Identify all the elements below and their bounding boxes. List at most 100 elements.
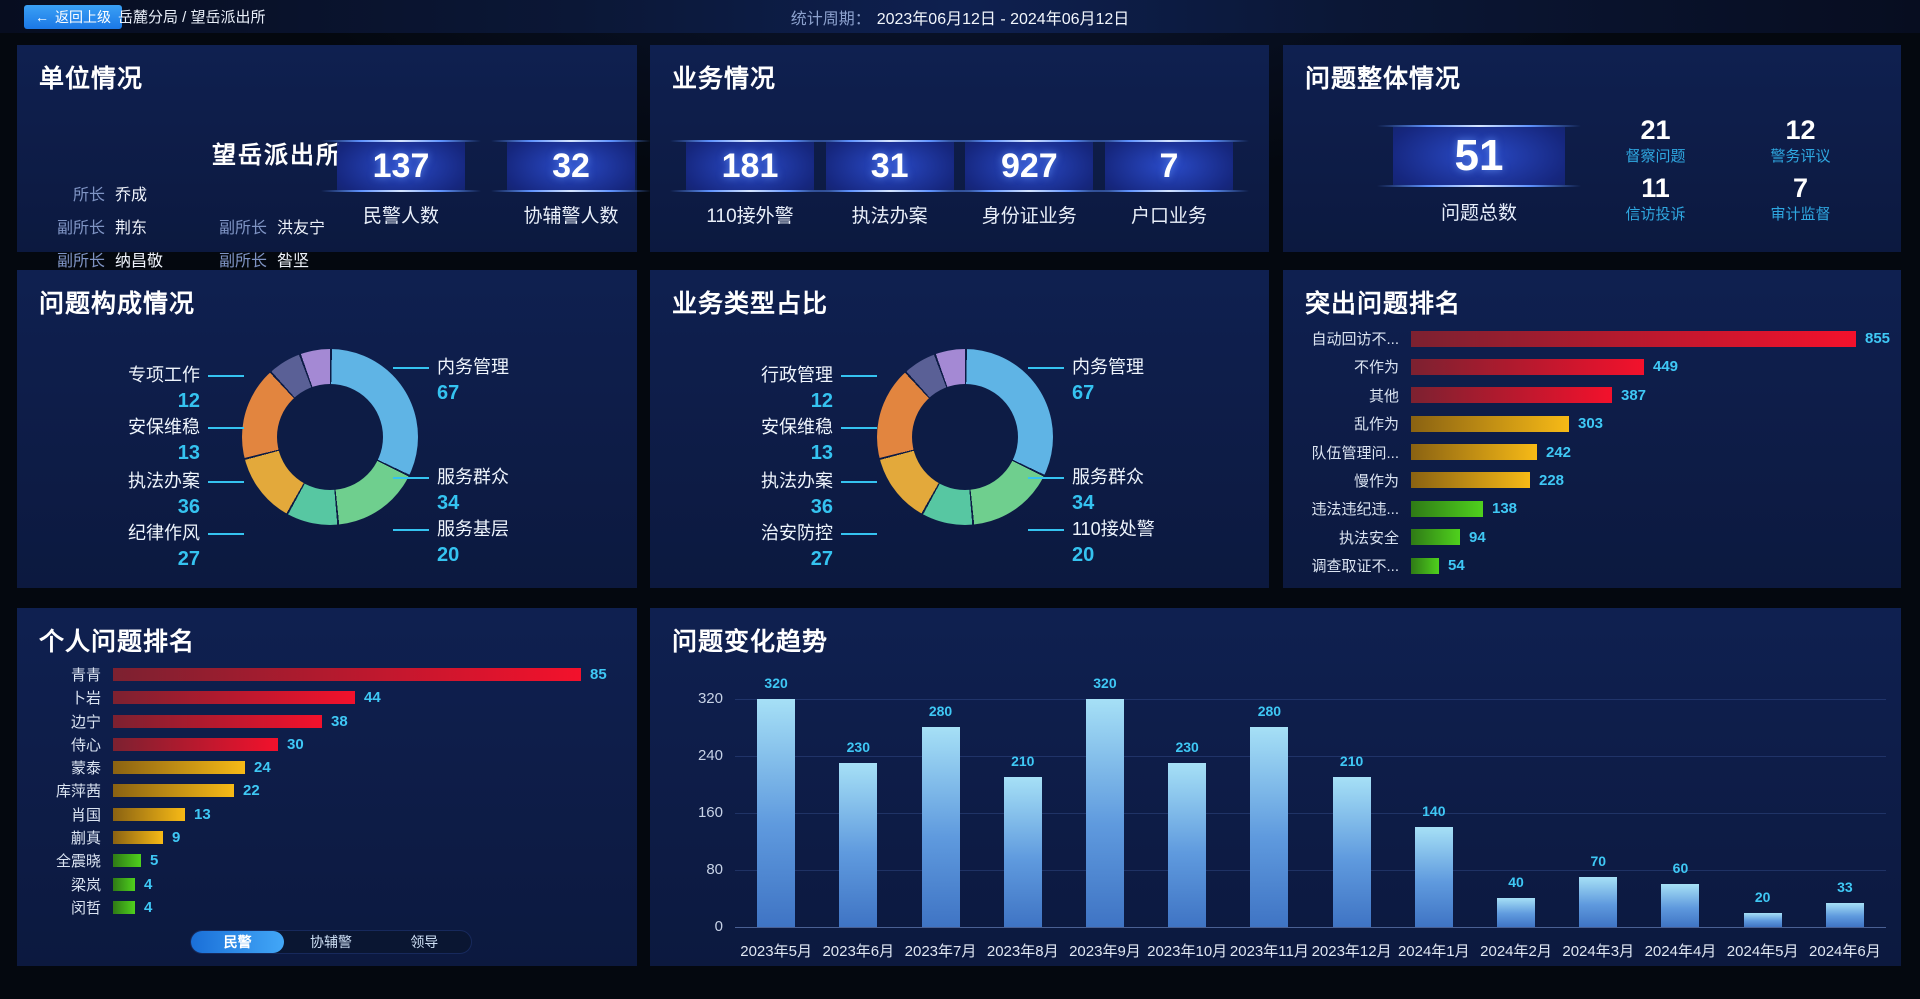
back-button[interactable]: ← 返回上级 xyxy=(24,5,122,29)
gridline xyxy=(735,927,1886,928)
tab-minjing[interactable]: 民警 xyxy=(191,931,285,953)
bar xyxy=(1411,444,1537,460)
panel-unit-title: 单位情况 xyxy=(39,65,144,93)
stat-plaque: 31 xyxy=(809,140,970,192)
stat-label: 执法办案 xyxy=(851,206,928,227)
stat-value: 11 xyxy=(1641,173,1670,203)
bar xyxy=(1168,763,1207,927)
pie-label: 内务管理 67 xyxy=(1028,354,1144,406)
stat-audit: 7 审计监督 xyxy=(1728,173,1873,227)
bar xyxy=(113,877,135,891)
tab-lingdao[interactable]: 领导 xyxy=(410,934,439,950)
stat-value: 137 xyxy=(372,146,430,185)
bar-row: 全震晓 5 xyxy=(37,850,623,871)
panel-unit: 单位情况 望岳派出所 所长 乔成 副所长 荆东 副所长 洪友宁 副所长 纳昌敬 … xyxy=(17,45,651,270)
panel-problem-overall: 问题整体情况 51 问题总数 21 督察问题 12 警务评议 11 信访投诉 7… xyxy=(1283,45,1901,252)
bar-value: 320 xyxy=(764,675,788,691)
bar-category-label: 库萍茜 xyxy=(55,783,101,801)
stat-value: 32 xyxy=(552,146,590,185)
bar-value: 30 xyxy=(287,735,304,753)
bar-category-label: 自动回访不... xyxy=(1311,331,1399,348)
x-axis-tick: 2024年2月 xyxy=(1480,943,1552,960)
bar-row: 乱作为 303 xyxy=(1299,413,1889,434)
bar-value: 44 xyxy=(364,689,381,707)
stat-id-card: 927 身份证业务 xyxy=(949,140,1110,228)
stat-review: 12 警务评议 xyxy=(1728,115,1873,169)
panel-personal-ranking-title: 个人问题排名 xyxy=(39,628,196,656)
y-axis-tick: 80 xyxy=(706,861,723,878)
bar-category-label: 违法违纪违... xyxy=(1311,501,1399,519)
staff-row: 所长 乔成 xyxy=(41,181,365,205)
bar xyxy=(113,831,163,845)
x-axis-tick: 2024年4月 xyxy=(1644,943,1717,960)
stat-label: 协辅警人数 xyxy=(523,206,619,227)
bar-row: 蒯真 9 xyxy=(37,827,623,848)
bar-value: 70 xyxy=(1590,853,1607,869)
x-axis-tick: 2023年11月 xyxy=(1229,943,1309,960)
x-axis-tick: 2024年5月 xyxy=(1726,943,1799,960)
bar-value: 4 xyxy=(144,875,153,893)
bar-row: 不作为 449 xyxy=(1299,356,1889,377)
bar-row: 调查取证不... 54 xyxy=(1299,555,1889,576)
stat-household: 7 户口业务 xyxy=(1088,140,1249,228)
bar-value: 230 xyxy=(846,739,870,755)
panel-top-problems-title: 突出问题排名 xyxy=(1305,290,1462,318)
bar xyxy=(1411,557,1439,574)
bar xyxy=(1411,358,1644,375)
stat-plaque: 7 xyxy=(1088,140,1249,192)
bar-value: 242 xyxy=(1546,443,1572,461)
bar-value: 33 xyxy=(1837,879,1853,895)
bar-category-label: 闵哲 xyxy=(70,899,101,917)
y-axis-tick: 0 xyxy=(714,918,723,935)
ranking-tabs: 民警 协辅警 领导 xyxy=(190,930,472,954)
bar-category-label: 队伍管理问... xyxy=(1311,444,1399,462)
bar xyxy=(1411,529,1460,546)
bar-row: 违法违纪违... 138 xyxy=(1299,498,1889,519)
panel-top-problems: 突出问题排名 自动回访不... 855 不作为 449 其他 387 乱作为 303 队伍管理问… xyxy=(1283,270,1901,588)
bar-row: 卜岩 44 xyxy=(37,687,623,708)
bar xyxy=(1661,884,1700,927)
gridline xyxy=(735,870,1886,871)
stat-value: 927 xyxy=(1000,146,1058,185)
bar-category-label: 全震晓 xyxy=(55,853,101,871)
pie-label: 纪律作风 27 xyxy=(128,520,244,572)
bar xyxy=(113,900,135,914)
pie-label: 行政管理 12 xyxy=(761,362,877,414)
bar-row: 蒙泰 24 xyxy=(37,757,623,778)
x-axis-tick: 2023年12月 xyxy=(1311,943,1392,960)
stat-value: 12 xyxy=(1785,115,1816,145)
stat-plaque: 32 xyxy=(491,140,651,192)
stat-value: 7 xyxy=(1159,146,1179,185)
stat-period-label: 统计周期： xyxy=(790,10,871,28)
staff-row: 副所长 纳昌敬 副所长 昝坚 xyxy=(41,247,365,271)
stat-label: 问题总数 xyxy=(1440,203,1517,224)
top-bar: ← 返回上级 岳麓分局 / 望岳派出所 统计周期： 2023年06月12日 - … xyxy=(0,0,1920,33)
bar-category-label: 侍心 xyxy=(70,736,101,754)
stat-value: 7 xyxy=(1792,173,1809,203)
bar-value: 210 xyxy=(1011,753,1035,769)
panel-problem-title: 问题整体情况 xyxy=(1305,65,1462,93)
x-axis-tick: 2024年1月 xyxy=(1397,943,1470,960)
station-name: 望岳派出所 xyxy=(212,142,342,169)
bar xyxy=(1414,827,1453,927)
bar-value: 855 xyxy=(1865,330,1891,347)
bar xyxy=(113,691,355,705)
stat-110-calls: 181 110接外警 xyxy=(670,140,830,228)
pie-label: 服务群众 34 xyxy=(1028,464,1144,516)
tab-xiefujing[interactable]: 协辅警 xyxy=(309,934,352,950)
bar-row: 队伍管理问... 242 xyxy=(1299,442,1889,463)
bar-value: 4 xyxy=(144,898,153,916)
x-axis-tick: 2023年9月 xyxy=(1069,943,1141,960)
stat-label: 警务评议 xyxy=(1770,148,1831,165)
bar xyxy=(1579,877,1618,927)
staff-name: 乔成 xyxy=(115,187,148,204)
donut-hole xyxy=(912,384,1018,490)
vbar-chart-trend: 0 80 160 240 320 320 2023年5月 230 2023年6月 280 2023年… xyxy=(650,608,1901,966)
bar-value: 280 xyxy=(928,703,953,719)
bar xyxy=(839,763,878,927)
bar-value: 20 xyxy=(1754,889,1771,905)
stat-period-value: 2023年06月12日 - 2024年06月12日 xyxy=(876,10,1130,28)
bar-category-label: 慢作为 xyxy=(1353,472,1399,490)
bar xyxy=(1003,777,1042,927)
stat-plaque: 927 xyxy=(949,140,1110,192)
